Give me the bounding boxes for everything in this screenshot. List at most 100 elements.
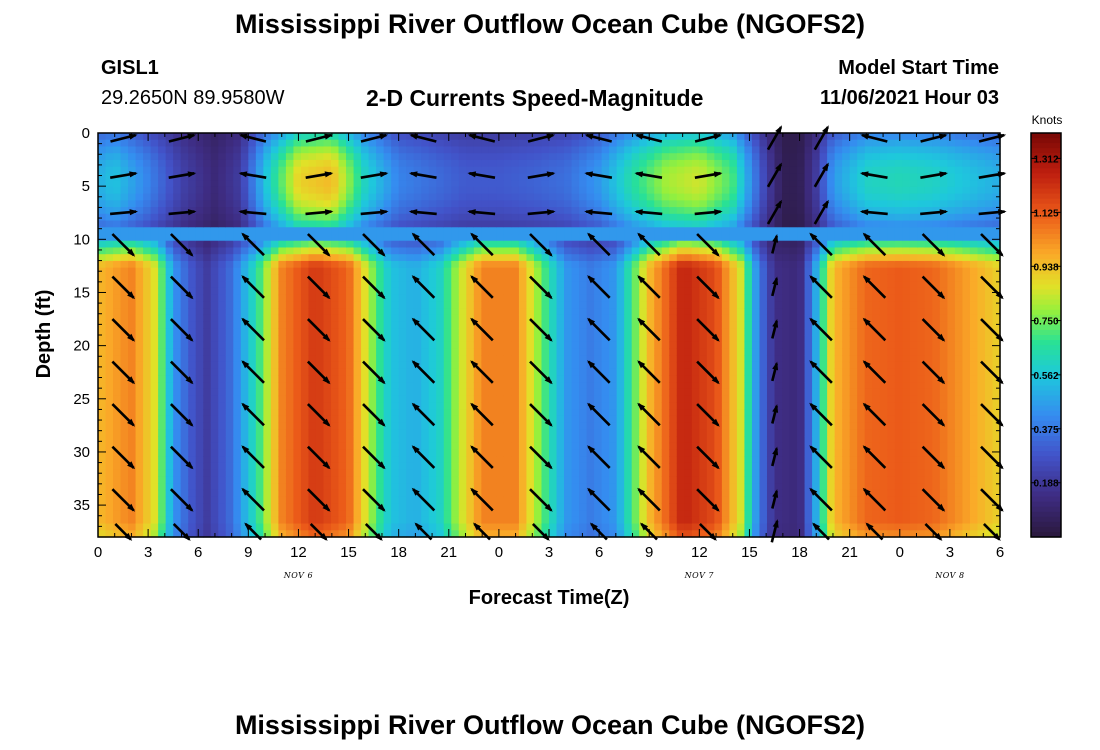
heatmap-cell	[391, 395, 400, 403]
heatmap-cell	[654, 308, 663, 316]
heatmap-cell	[255, 449, 264, 457]
heatmap-cell	[210, 523, 219, 531]
heatmap-cell	[503, 227, 513, 235]
heatmap-cell	[368, 388, 377, 397]
heatmap-cell	[466, 186, 475, 195]
heatmap-cell	[338, 321, 347, 329]
heatmap-cell	[481, 449, 490, 457]
heatmap-cell	[361, 180, 370, 188]
heatmap-cell	[248, 234, 257, 242]
heatmap-cell	[225, 375, 234, 383]
heatmap-cell	[300, 133, 310, 141]
heatmap-cell	[255, 422, 264, 430]
heatmap-cell	[639, 180, 648, 188]
heatmap-cell	[609, 153, 618, 161]
heatmap-cell	[669, 227, 678, 235]
heatmap-cell	[240, 200, 249, 208]
heatmap-cell	[458, 308, 467, 316]
heatmap-cell	[406, 159, 415, 168]
heatmap-cell	[496, 301, 505, 309]
heatmap-cell	[105, 260, 114, 269]
heatmap-cell	[383, 274, 392, 282]
heatmap-cell	[624, 308, 633, 316]
heatmap-cell	[586, 429, 595, 437]
heatmap-cell	[105, 213, 114, 222]
heatmap-cell	[526, 294, 535, 302]
heatmap-cell	[285, 361, 295, 370]
heatmap-cell	[526, 483, 535, 491]
heatmap-cell	[300, 442, 310, 451]
heatmap-cell	[579, 341, 588, 350]
heatmap-cell	[150, 483, 159, 491]
heatmap-cell	[646, 348, 655, 356]
heatmap-cell	[571, 186, 580, 195]
heatmap-cell	[391, 254, 400, 262]
heatmap-cell	[218, 146, 227, 154]
heatmap-cell	[488, 530, 497, 538]
heatmap-cell	[361, 186, 370, 195]
heatmap-cell	[503, 436, 513, 444]
heatmap-cell	[158, 240, 167, 249]
heatmap-cell	[128, 388, 137, 397]
heatmap-cell	[488, 516, 497, 525]
heatmap-cell	[413, 355, 422, 363]
heatmap-cell	[564, 449, 573, 457]
station-id: GISL1	[101, 57, 159, 79]
heatmap-cell	[293, 287, 302, 296]
heatmap-cell	[421, 442, 430, 451]
heatmap-cell	[691, 462, 700, 471]
heatmap-cell	[98, 442, 107, 451]
heatmap-cell	[180, 180, 189, 188]
heatmap-cell	[218, 523, 227, 531]
heatmap-cell	[428, 321, 437, 329]
heatmap-cell	[503, 530, 513, 538]
heatmap-cell	[361, 314, 370, 323]
heatmap-cell	[270, 388, 279, 397]
heatmap-cell	[601, 422, 610, 430]
heatmap-cell	[466, 415, 475, 424]
heatmap-cell	[624, 375, 633, 383]
heatmap-cell	[518, 388, 528, 397]
heatmap-cell	[624, 159, 633, 168]
heatmap-cell	[488, 220, 497, 228]
heatmap-cell	[413, 173, 422, 181]
heatmap-cell	[601, 321, 610, 329]
heatmap-cell	[308, 442, 317, 451]
heatmap-cell	[263, 348, 272, 356]
heatmap-cell	[331, 186, 340, 195]
heatmap-cell	[105, 483, 114, 491]
heatmap-cell	[391, 247, 400, 255]
heatmap-cell	[518, 402, 528, 410]
heatmap-cell	[541, 510, 550, 518]
heatmap-cell	[113, 496, 122, 504]
heatmap-cell	[579, 348, 588, 356]
heatmap-cell	[518, 415, 528, 424]
heatmap-cell	[135, 234, 144, 242]
heatmap-cell	[135, 146, 144, 154]
heatmap-cell	[150, 321, 159, 329]
heatmap-cell	[609, 409, 618, 417]
heatmap-cell	[105, 227, 114, 235]
heatmap-cell	[571, 166, 580, 174]
heatmap-cell	[353, 429, 362, 437]
heatmap-cell	[556, 442, 565, 451]
heatmap-cell	[376, 308, 385, 316]
heatmap-cell	[466, 462, 475, 471]
heatmap-cell	[128, 449, 137, 457]
heatmap-cell	[293, 321, 302, 329]
heatmap-cell	[706, 496, 715, 504]
heatmap-cell	[466, 429, 475, 437]
heatmap-cell	[195, 415, 204, 424]
heatmap-cell	[278, 442, 287, 451]
heatmap-cell	[466, 220, 475, 228]
heatmap-cell	[391, 260, 400, 269]
heatmap-cell	[533, 523, 543, 531]
heatmap-cell	[691, 186, 700, 195]
heatmap-cell	[481, 375, 490, 383]
heatmap-cell	[503, 483, 513, 491]
heatmap-cell	[579, 287, 588, 296]
heatmap-cell	[308, 301, 317, 309]
heatmap-cell	[473, 287, 482, 296]
heatmap-cell	[691, 227, 700, 235]
heatmap-cell	[285, 382, 295, 390]
